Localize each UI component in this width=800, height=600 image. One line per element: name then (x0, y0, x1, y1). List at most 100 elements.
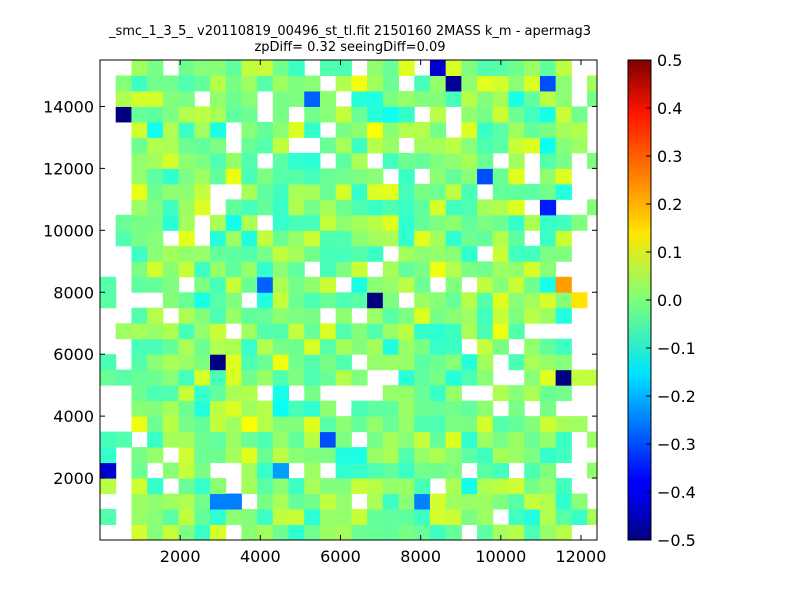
heatmap-cell (461, 431, 478, 448)
heatmap-cell (508, 323, 525, 340)
heatmap-cell (304, 431, 321, 448)
heatmap-cell (257, 75, 274, 92)
heatmap-cell (162, 462, 180, 479)
heatmap-cell (209, 106, 227, 123)
heatmap-cell (492, 276, 510, 293)
heatmap-cell (257, 369, 274, 386)
heatmap-cell (461, 416, 478, 433)
heatmap-cell (461, 230, 478, 247)
heatmap-cell (429, 90, 447, 107)
heatmap-cell (492, 307, 510, 324)
heatmap-cell (539, 199, 557, 216)
heatmap-cell (477, 261, 494, 278)
heatmap-cell (461, 509, 478, 526)
heatmap-cell (398, 261, 415, 278)
y-axis: 2000 4000 6000 8000 10000 12000 14000 (43, 97, 597, 488)
heatmap-cell (194, 400, 211, 417)
heatmap-cell (162, 261, 180, 278)
heatmap-cell (555, 524, 572, 541)
heatmap-cell (477, 524, 494, 541)
heatmap-cell (209, 369, 227, 386)
heatmap-cell (225, 431, 242, 448)
heatmap-cell (382, 261, 400, 278)
heatmap-cell (194, 447, 211, 464)
heatmap-cell (162, 168, 180, 185)
heatmap-cell (382, 447, 400, 464)
heatmap-cell (304, 245, 321, 262)
heatmap-cell (382, 214, 400, 231)
heatmap-cell (351, 338, 368, 355)
heatmap-cell (209, 168, 227, 185)
heatmap-cell (131, 323, 148, 340)
heatmap-cell (272, 447, 290, 464)
heatmap-cell (492, 214, 510, 231)
heatmap-cell (319, 90, 337, 107)
heatmap-cell (524, 276, 541, 293)
heatmap-cell (162, 369, 180, 386)
heatmap-cell (241, 137, 258, 154)
heatmap-cell (351, 478, 368, 495)
colorbar-tick-label: −0.1 (657, 339, 696, 358)
heatmap-cell (477, 447, 494, 464)
heatmap-cell (429, 385, 447, 402)
heatmap-cell (194, 276, 211, 293)
heatmap-cell (194, 292, 211, 309)
heatmap-cell (524, 245, 541, 262)
heatmap-cell (288, 307, 305, 324)
heatmap-cell (508, 183, 525, 200)
heatmap-cell (587, 431, 598, 448)
heatmap-cell (241, 524, 258, 541)
x-tick-label: 10000 (475, 547, 526, 566)
heatmap-cell (319, 524, 337, 541)
heatmap-cell (162, 121, 180, 138)
heatmap-cell (272, 137, 290, 154)
heatmap-cell (304, 307, 321, 324)
heatmap-cell (131, 137, 148, 154)
heatmap-cell (492, 447, 510, 464)
heatmap-cell (288, 230, 305, 247)
heatmap-cell (524, 137, 541, 154)
heatmap-cell (178, 307, 195, 324)
heatmap-cell (429, 230, 447, 247)
heatmap-cell (304, 493, 321, 510)
heatmap-cell (209, 416, 227, 433)
heatmap-cell (288, 338, 305, 355)
heatmap-cell (445, 90, 462, 107)
heatmap-cell (429, 261, 447, 278)
heatmap-cell (414, 75, 431, 92)
heatmap-cell (367, 214, 384, 231)
heatmap-cell (162, 245, 180, 262)
heatmap-cell (147, 90, 164, 107)
heatmap-cell (555, 90, 572, 107)
heatmap-cell (147, 416, 164, 433)
heatmap-cell (445, 307, 462, 324)
heatmap-cell (539, 307, 557, 324)
heatmap-cell (162, 90, 180, 107)
heatmap-cell (492, 75, 510, 92)
heatmap-cell (162, 338, 180, 355)
heatmap-cell (477, 462, 494, 479)
heatmap-cell (492, 137, 510, 154)
heatmap-cell (100, 462, 117, 479)
heatmap-cell (225, 338, 242, 355)
heatmap-cell (367, 292, 384, 309)
heatmap-cell (257, 168, 274, 185)
heatmap-cell (367, 462, 384, 479)
heatmap-cell (162, 493, 180, 510)
heatmap-cell (398, 199, 415, 216)
heatmap-cell (257, 261, 274, 278)
heatmap-cell (414, 245, 431, 262)
heatmap-cell (367, 230, 384, 247)
heatmap-cell (319, 416, 337, 433)
heatmap-cell (304, 447, 321, 464)
heatmap-cell (398, 245, 415, 262)
heatmap-cell (555, 292, 572, 309)
heatmap-cell (382, 183, 400, 200)
heatmap-cell (571, 509, 588, 526)
heatmap-cell (209, 307, 227, 324)
heatmap-cell (225, 385, 242, 402)
heatmap-cell (288, 152, 305, 169)
heatmap-cell (335, 509, 352, 526)
heatmap-cell (398, 400, 415, 417)
heatmap-cell (131, 214, 148, 231)
